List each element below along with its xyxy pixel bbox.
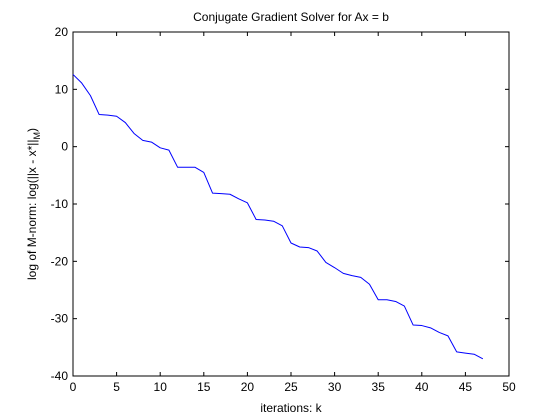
x-tick-label: 30 [328,380,342,394]
y-tick-label: -40 [51,369,69,383]
y-axis-tick-labels: -40 -30 -20 -10 0 10 20 [51,25,69,383]
y-tick-label: -20 [51,254,69,268]
x-tick-label: 10 [154,380,168,394]
y-tick-label: 10 [55,82,69,96]
series-layer [72,74,484,360]
series-line [72,74,484,360]
x-tick-label: 15 [197,380,211,394]
y-axis-label-subscript: M [32,132,42,140]
y-tick-label: 0 [61,140,68,154]
x-tick-label: 50 [502,380,516,394]
x-tick-label: 40 [415,380,429,394]
chart-title: Conjugate Gradient Solver for Ax = b [193,10,389,24]
y-tick-label: -30 [51,312,69,326]
y-tick-label: -10 [51,197,69,211]
y-axis-label-main: log of M-norm: log(||x - x*|| [25,139,39,280]
x-tick-label: 45 [459,380,473,394]
y-axis-label: log of M-norm: log(||x - x*||M) [25,128,42,280]
x-tick-label: 25 [284,380,298,394]
y-tick-label: 20 [55,25,69,39]
x-axis-tick-labels: 0 5 10 15 20 25 30 35 40 45 50 [70,380,516,394]
x-tick-label: 35 [372,380,386,394]
x-tick-label: 5 [113,380,120,394]
axis-ticks [72,31,510,377]
x-tick-label: 0 [70,380,77,394]
x-axis-label: iterations: k [260,401,322,415]
y-axis-label-tail: ) [25,128,39,132]
x-tick-label: 20 [241,380,255,394]
plot-area [72,31,510,377]
